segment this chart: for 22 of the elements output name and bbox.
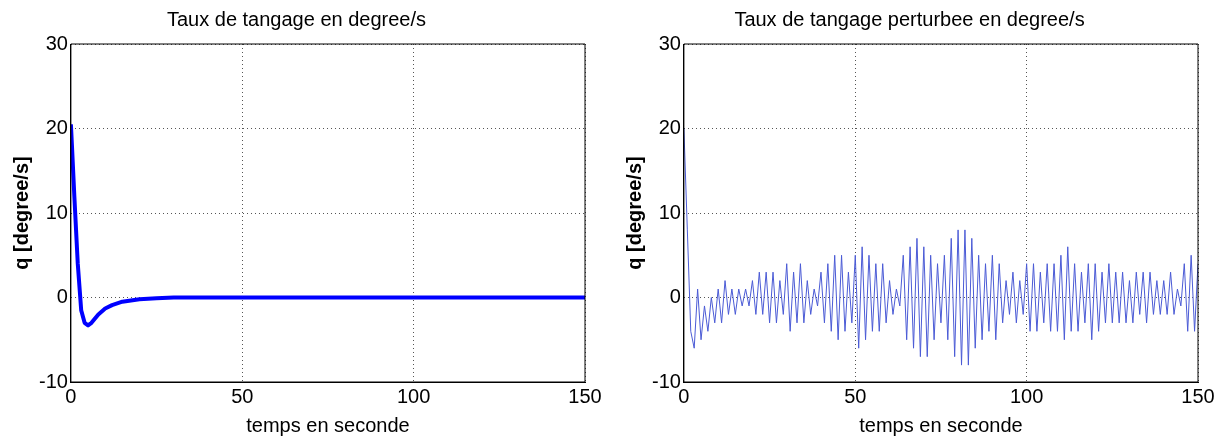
chart-title: Taux de tangage perturbee en degree/s (734, 7, 1085, 30)
y-tick-label: 20 (658, 116, 681, 139)
y-tick-label: 30 (45, 31, 68, 54)
x-tick-label: 150 (568, 384, 602, 407)
y-tick-label: -10 (39, 369, 68, 392)
x-tick-label: 100 (1009, 384, 1044, 407)
y-axis-title: q [degree/s] (9, 156, 32, 270)
x-tick-label: 150 (1181, 384, 1215, 407)
y-tick-label: 20 (45, 116, 68, 139)
y-tick-label: 10 (658, 200, 681, 223)
y-tick-label: 0 (56, 285, 68, 308)
x-tick-label: 100 (396, 384, 431, 407)
y-tick-label: 30 (658, 31, 681, 54)
x-axis-title: temps en seconde (246, 413, 410, 436)
x-tick-label: 50 (231, 384, 254, 407)
x-axis-title: temps en seconde (859, 413, 1023, 436)
y-axis-title: q [degree/s] (622, 156, 645, 270)
x-tick-label: 50 (844, 384, 867, 407)
chart-title: Taux de tangage en degree/s (166, 7, 427, 30)
y-tick-label: 10 (45, 200, 68, 223)
y-tick-label: 0 (669, 285, 681, 308)
y-tick-label: -10 (652, 369, 681, 392)
